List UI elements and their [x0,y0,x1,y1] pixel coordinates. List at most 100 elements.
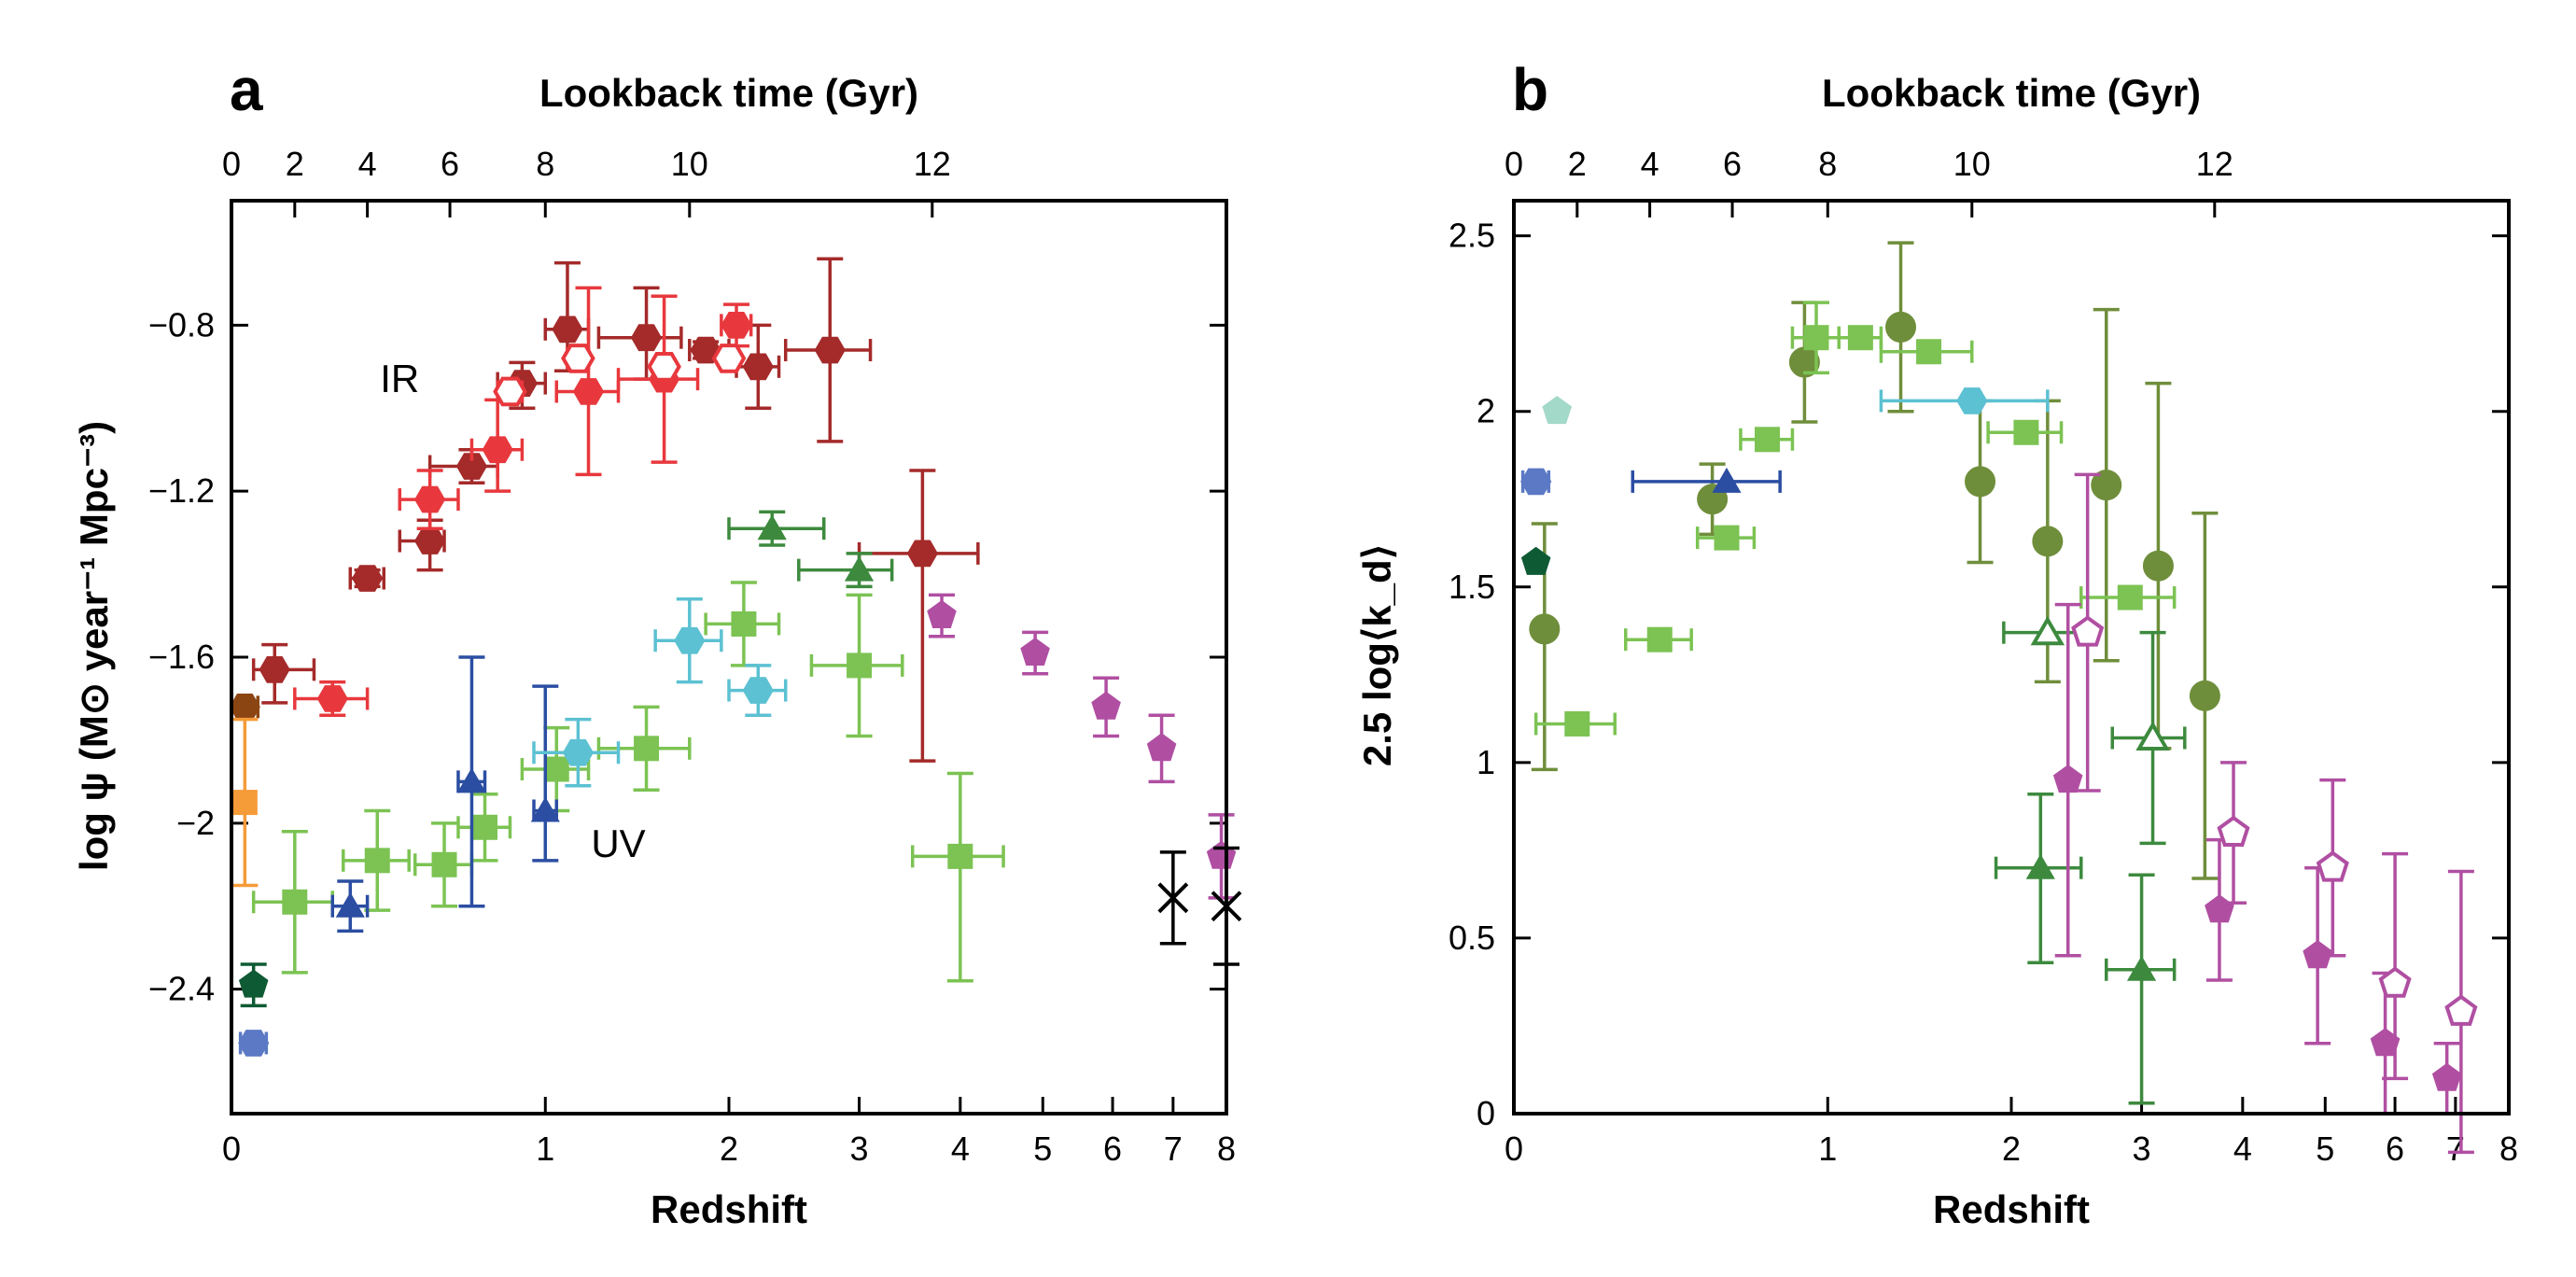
series [1631,467,1782,493]
data-point [1646,626,1673,653]
data-point [229,694,260,721]
y-tick-label: −1.2 [148,471,215,510]
data-point [1520,546,1551,575]
data-point [2189,680,2220,711]
y-tick-label: 0.5 [1449,919,1495,957]
top-tick-label: 12 [914,145,951,183]
y-tick-label: 1.5 [1449,568,1495,606]
data-point [647,352,681,382]
data-point [2117,584,2143,610]
data-point [2025,853,2055,879]
data-point [2013,419,2039,445]
series [231,717,259,888]
y-axis-label-a: log ψ (M⊙ year⁻¹ Mpc⁻³) [72,421,116,871]
panel-label-a: a [230,56,263,123]
data-point [1146,733,1177,762]
annotation-ir: IR [380,357,419,400]
data-point [238,969,269,998]
data-point [2135,721,2170,751]
data-point [335,891,365,918]
data-point [2205,894,2234,923]
data-point [2370,1028,2401,1057]
data-point [814,336,846,364]
top-tick-label: 6 [441,145,459,183]
x-axis-label-b: Redshift [1933,1187,2090,1231]
data-point [561,344,595,373]
series [293,286,753,717]
x-tick-label: 0 [1505,1130,1523,1168]
data-point [844,555,875,582]
data-point [1885,311,1917,343]
data-point [947,843,973,869]
data-point [674,626,706,654]
x-tick-label: 3 [2133,1130,2151,1168]
data-marks-b [1520,241,2478,1155]
series [1520,468,1552,496]
y-tick-label: 1 [1477,743,1495,781]
plot-frame-b [1512,199,2511,1116]
plot-frame-a [230,199,1228,1116]
data-point [572,378,605,405]
x-tick-label: 6 [1103,1130,1122,1168]
data-point [2126,955,2157,981]
data-point [731,610,757,637]
series [1994,792,2177,1105]
x-tick-label: 2 [2002,1130,2021,1168]
data-point [455,453,487,480]
data-point [2052,765,2083,793]
data-point [1916,339,1942,365]
data-point [927,599,957,628]
data-point [1520,468,1552,496]
series [238,962,269,1008]
y-tick-label: −0.8 [148,305,215,344]
series [229,257,980,763]
y-tick-label: −2.4 [148,970,215,1008]
data-point [414,485,446,513]
data-point [1529,613,1561,645]
top-tick-label: 4 [358,145,377,183]
y-tick-label: 2.5 [1449,217,1495,255]
data-point [2032,526,2064,557]
top-tick-label: 12 [2196,145,2233,183]
data-point [1803,325,1829,351]
data-point [1956,387,1988,414]
data-point [742,353,774,381]
x-axis-label-a: Redshift [651,1187,807,1231]
series [1529,241,2220,880]
data-point [2071,615,2105,647]
top-tick-label: 8 [536,145,554,183]
panel-label-b: b [1512,56,1548,123]
series [1533,301,2177,737]
top-tick-label: 2 [1568,145,1587,183]
top-tick-label: 0 [222,145,241,183]
series [1879,387,2050,414]
data-point [530,796,560,822]
x-tick-label: 5 [2316,1130,2334,1168]
data-point [431,851,457,877]
data-point [906,540,938,568]
data-point [742,677,774,704]
data-point [472,814,498,840]
data-point [238,1030,270,1057]
data-marks-a [229,257,1242,1057]
data-point [721,312,752,339]
data-point [1847,325,1873,351]
series [1542,396,1573,425]
series [927,593,1237,900]
data-point [2142,550,2174,582]
data-point [634,736,660,762]
y-axis-label-b: 2.5 log⟨k_d⟩ [1355,544,1399,766]
top-tick-labels-a: 0 2 4 6 8 10 12 [222,145,951,183]
tick-marks-b [1512,201,2511,1116]
series [251,581,1005,983]
top-tick-label: 8 [1818,145,1837,183]
data-point [282,889,308,915]
x-tick-label: 3 [850,1130,869,1168]
x-tick-label: 8 [1217,1130,1236,1168]
data-point [1157,882,1189,914]
x-tick-label: 6 [2386,1130,2404,1168]
data-point [757,514,787,540]
series [493,344,747,407]
y-tick-label: −2 [176,804,215,842]
x-tick-labels-b: 0 1 2 3 4 5 6 7 8 [1505,1130,2518,1168]
